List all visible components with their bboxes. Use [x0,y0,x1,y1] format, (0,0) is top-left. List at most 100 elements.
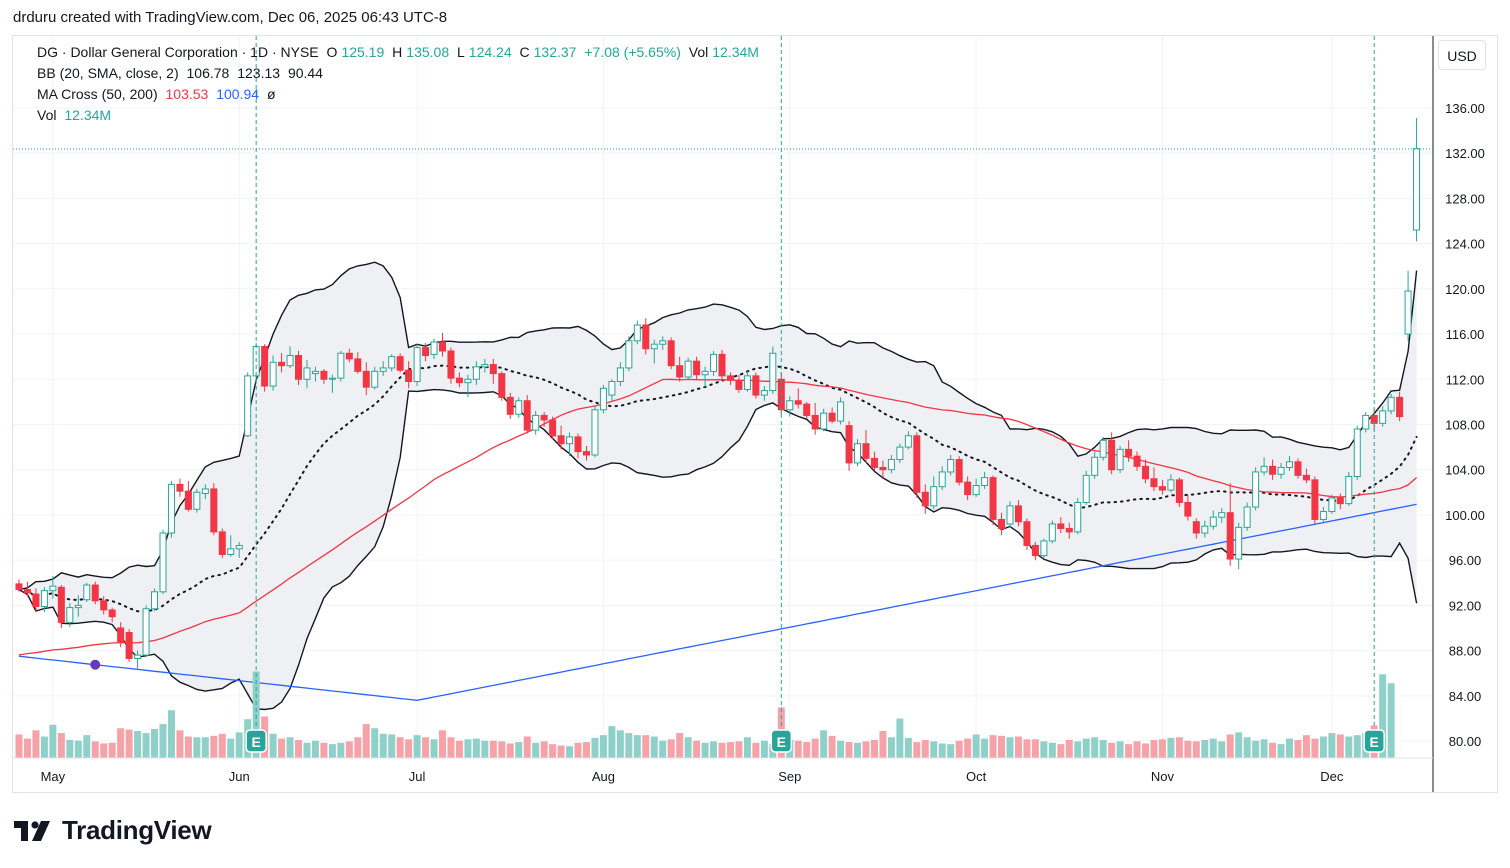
candle[interactable] [642,318,650,355]
candle[interactable] [896,443,904,463]
earnings-badge-1[interactable]: E [770,729,793,753]
candle[interactable] [269,355,277,391]
candle[interactable] [1167,474,1175,493]
candle[interactable] [1413,118,1421,242]
candle[interactable] [786,396,794,417]
candle[interactable] [1133,451,1141,471]
candle[interactable] [616,362,624,387]
candle[interactable] [938,466,946,491]
candle[interactable] [760,386,768,401]
candle[interactable] [49,575,57,599]
candle[interactable] [1252,467,1260,511]
candle[interactable] [625,336,633,372]
candle[interactable] [328,374,336,393]
candle[interactable] [1006,501,1014,528]
candle[interactable] [100,596,108,615]
candle[interactable] [743,371,751,392]
candle[interactable] [74,595,82,617]
candle[interactable] [184,481,192,512]
candle[interactable] [862,430,870,463]
candle[interactable] [955,456,963,486]
candle[interactable] [735,374,743,393]
candle[interactable] [261,344,269,392]
candle[interactable] [151,588,159,612]
candle[interactable] [557,425,565,450]
candle[interactable] [1014,500,1022,527]
candle[interactable] [320,369,328,384]
price-chart[interactable]: E E E 80.00 84.00 88.00 92.00 96.00 100.00 104.0… [13,36,1497,792]
candle[interactable] [1396,391,1404,422]
candle[interactable] [693,356,701,380]
candle[interactable] [57,585,65,628]
candle[interactable] [32,588,40,613]
candle[interactable] [218,528,226,558]
candle[interactable] [455,372,463,388]
candle[interactable] [964,476,972,501]
candle[interactable] [972,478,980,497]
earnings-badge-2[interactable]: E [1363,729,1385,753]
candle[interactable] [1142,459,1150,484]
candle[interactable] [794,388,802,409]
candle[interactable] [582,445,590,461]
candle[interactable] [1294,458,1302,479]
candle[interactable] [83,582,91,602]
candle[interactable] [295,350,303,385]
candle[interactable] [803,401,811,419]
candle[interactable] [498,371,506,401]
chart-frame[interactable]: E E E 80.00 84.00 88.00 92.00 96.00 100.00 104.0… [12,35,1498,793]
candle[interactable] [837,397,845,425]
candle[interactable] [134,650,142,669]
candle[interactable] [23,581,31,597]
candle[interactable] [1040,538,1048,558]
candle[interactable] [1082,470,1090,505]
candle[interactable] [1353,425,1361,480]
candle[interactable] [1116,445,1124,474]
candle[interactable] [1192,518,1200,539]
candle[interactable] [1091,451,1099,479]
candle[interactable] [167,481,175,538]
candle[interactable] [913,432,921,498]
candle[interactable] [701,366,709,388]
candle[interactable] [998,512,1006,536]
vol-label[interactable]: Vol [37,107,57,123]
candle[interactable] [523,395,531,434]
candle[interactable] [1345,471,1353,506]
candle[interactable] [1328,494,1336,514]
candle[interactable] [887,455,895,474]
candle[interactable] [15,579,23,592]
candle[interactable] [489,358,497,384]
candle[interactable] [125,629,133,662]
candle[interactable] [210,483,218,536]
candle[interactable] [506,392,514,419]
candle[interactable] [1125,440,1133,462]
candle[interactable] [117,622,125,648]
candle[interactable] [1108,432,1116,475]
candle[interactable] [303,360,311,389]
candle[interactable] [481,358,489,373]
candle[interactable] [345,348,353,363]
candle[interactable] [159,529,167,595]
candle[interactable] [430,338,438,359]
candle[interactable] [286,346,294,368]
candle[interactable] [752,372,760,399]
candle[interactable] [1387,393,1395,415]
candle[interactable] [1158,479,1166,495]
candle[interactable] [413,344,421,387]
candle[interactable] [549,416,557,440]
candle[interactable] [354,352,362,374]
candle[interactable] [193,488,201,513]
candle[interactable] [1336,493,1344,510]
candle[interactable] [1235,522,1243,570]
candle[interactable] [1209,510,1217,530]
candle[interactable] [811,402,819,435]
candle[interactable] [879,460,887,478]
candle[interactable] [235,542,243,558]
candle[interactable] [921,484,929,514]
candle[interactable] [1057,517,1065,534]
candle[interactable] [981,471,989,489]
candle[interactable] [710,350,718,376]
candle[interactable] [1048,520,1056,544]
candle[interactable] [515,397,523,418]
candle[interactable] [1226,483,1234,566]
candle[interactable] [718,349,726,380]
